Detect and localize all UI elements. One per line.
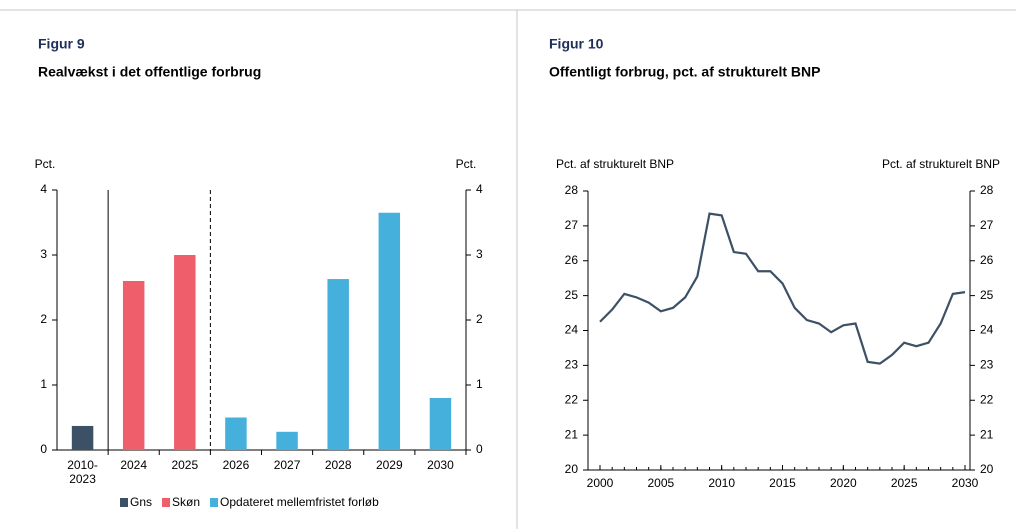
y2-tick-label: 27 [980, 218, 994, 232]
x-tick-label: 2005 [647, 476, 674, 490]
y2-axis-label: Pct. af strukturelt BNP [882, 157, 1000, 171]
y-tick-label: 1 [40, 377, 47, 391]
y-tick-label: 3 [40, 247, 47, 261]
y-axis-label: Pct. [35, 157, 56, 171]
y2-tick-label: 28 [980, 183, 994, 197]
bar [71, 425, 94, 450]
y2-tick-label: 20 [980, 462, 994, 476]
bar [225, 417, 247, 450]
y-tick-label: 20 [565, 462, 579, 476]
bar [276, 431, 298, 450]
y-tick-label: 25 [565, 288, 579, 302]
x-tick-label: 2029 [376, 458, 403, 472]
y2-tick-label: 2 [476, 312, 483, 326]
bar [122, 281, 145, 450]
y-tick-label: 22 [565, 392, 579, 406]
x-tick-label: 2030 [952, 476, 979, 490]
legend-label: Gns [130, 495, 152, 509]
legend-label: Opdateret mellemfristet forløb [220, 495, 379, 509]
bar [174, 255, 196, 450]
legend-swatch [120, 498, 128, 507]
x-tick-label: 2027 [274, 458, 301, 472]
line-series [599, 212, 966, 365]
y2-tick-label: 4 [476, 182, 483, 196]
x-tick-label: 2025 [891, 476, 918, 490]
y-tick-label: 28 [565, 183, 579, 197]
figure-heading: Figur 10 [549, 36, 604, 52]
x-tick-label: 2015 [769, 476, 796, 490]
figure-heading: Figur 9 [38, 36, 85, 52]
y-tick-label: 2 [40, 312, 47, 326]
y2-tick-label: 25 [980, 288, 994, 302]
bar [429, 398, 452, 450]
bar [327, 279, 349, 450]
x-tick-label: 2028 [325, 458, 352, 472]
y-axis-label: Pct. af strukturelt BNP [556, 157, 674, 171]
x-tick-label: 2025 [171, 458, 198, 472]
y-tick-label: 26 [565, 253, 579, 267]
x-tick-label: 2026 [223, 458, 250, 472]
y2-tick-label: 22 [980, 392, 994, 406]
y2-tick-label: 23 [980, 358, 994, 372]
legend-swatch [210, 498, 219, 507]
y-tick-label: 4 [40, 182, 47, 196]
y2-tick-label: 26 [980, 253, 994, 267]
y-tick-label: 24 [565, 323, 579, 337]
chart-title: Offentligt forbrug, pct. af strukturelt … [549, 64, 820, 80]
y2-axis-label: Pct. [456, 157, 477, 171]
legend-swatch [162, 498, 171, 507]
y2-tick-label: 0 [476, 442, 483, 456]
x-tick-label: 2010 [708, 476, 735, 490]
x-tick-label: 2010-2023 [67, 458, 98, 486]
y2-tick-label: 3 [476, 247, 483, 261]
bar [378, 212, 401, 450]
x-tick-label: 2020 [830, 476, 857, 490]
x-tick-label: 2024 [120, 458, 147, 472]
y-tick-label: 23 [565, 358, 579, 372]
y2-tick-label: 1 [476, 377, 483, 391]
y-tick-label: 27 [565, 218, 579, 232]
y-tick-label: 21 [565, 427, 579, 441]
y2-tick-label: 21 [980, 427, 994, 441]
chart-title: Realvækst i det offentlige forbrug [38, 64, 261, 80]
x-tick-label: 2000 [587, 476, 614, 490]
legend-label: Skøn [172, 495, 200, 509]
y2-tick-label: 24 [980, 323, 994, 337]
x-tick-label: 2030 [427, 458, 454, 472]
y-tick-label: 0 [40, 442, 47, 456]
